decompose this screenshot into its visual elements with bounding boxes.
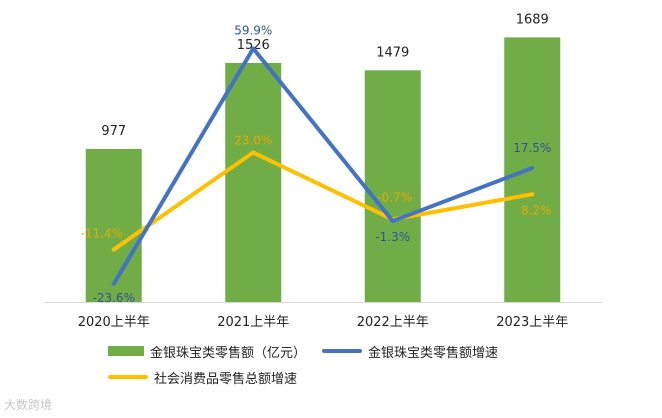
chart-legend: 金银珠宝类零售额（亿元） 金银珠宝类零售额增速 社会消费品零售总额增速 [108,338,578,390]
legend-label-bar-series: 金银珠宝类零售额（亿元） [150,345,307,361]
bar-1 [85,148,142,302]
x-tick-label-2: 2021上半年 [217,315,289,330]
legend-item-growth-series: 金银珠宝类零售额增速 [322,342,498,361]
x-tick-label-4: 2023上半年 [496,315,568,330]
jewelry-growth-label-3: -1.3% [375,230,410,244]
legend-swatch-bar [108,346,144,356]
social-growth-line [111,150,535,252]
legend-item-social-series: 社会消费品零售总额增速 [108,368,297,387]
jewelry-growth-label-4: 17.5% [513,141,551,155]
bar-value-label-3: 1479 [376,45,409,60]
bar-value-label-1: 977 [101,124,126,139]
bar-value-label-4: 1689 [516,12,549,27]
x-tick-label-3: 2022上半年 [357,315,429,330]
legend-swatch-social [108,375,148,379]
social-growth-label-3: -0.7% [377,190,412,204]
legend-label-growth-series: 金银珠宝类零售额增速 [368,345,499,361]
jewelry-growth-label-2: 59.9% [234,23,272,37]
legend-item-bar-series: 金银珠宝类零售额（亿元） [108,342,306,361]
social-growth-label-4: 8.2% [521,203,552,217]
legend-label-social-series: 社会消费品零售总额增速 [154,371,298,387]
watermark-logo: 大数跨境 [4,396,52,413]
jewelry-growth-line [111,46,535,286]
bar-2 [225,62,282,302]
watermark-text: 大数跨境 [4,398,53,412]
bar-3 [364,70,421,302]
jewelry-growth-label-1: -23.6% [93,291,135,305]
social-growth-label-2: 23.0% [234,134,272,148]
x-tick-label-1: 2020上半年 [78,315,150,330]
legend-swatch-growth [322,349,363,353]
bar-value-label-2: 1526 [237,38,270,53]
social-growth-label-1: -11.4% [81,227,123,241]
